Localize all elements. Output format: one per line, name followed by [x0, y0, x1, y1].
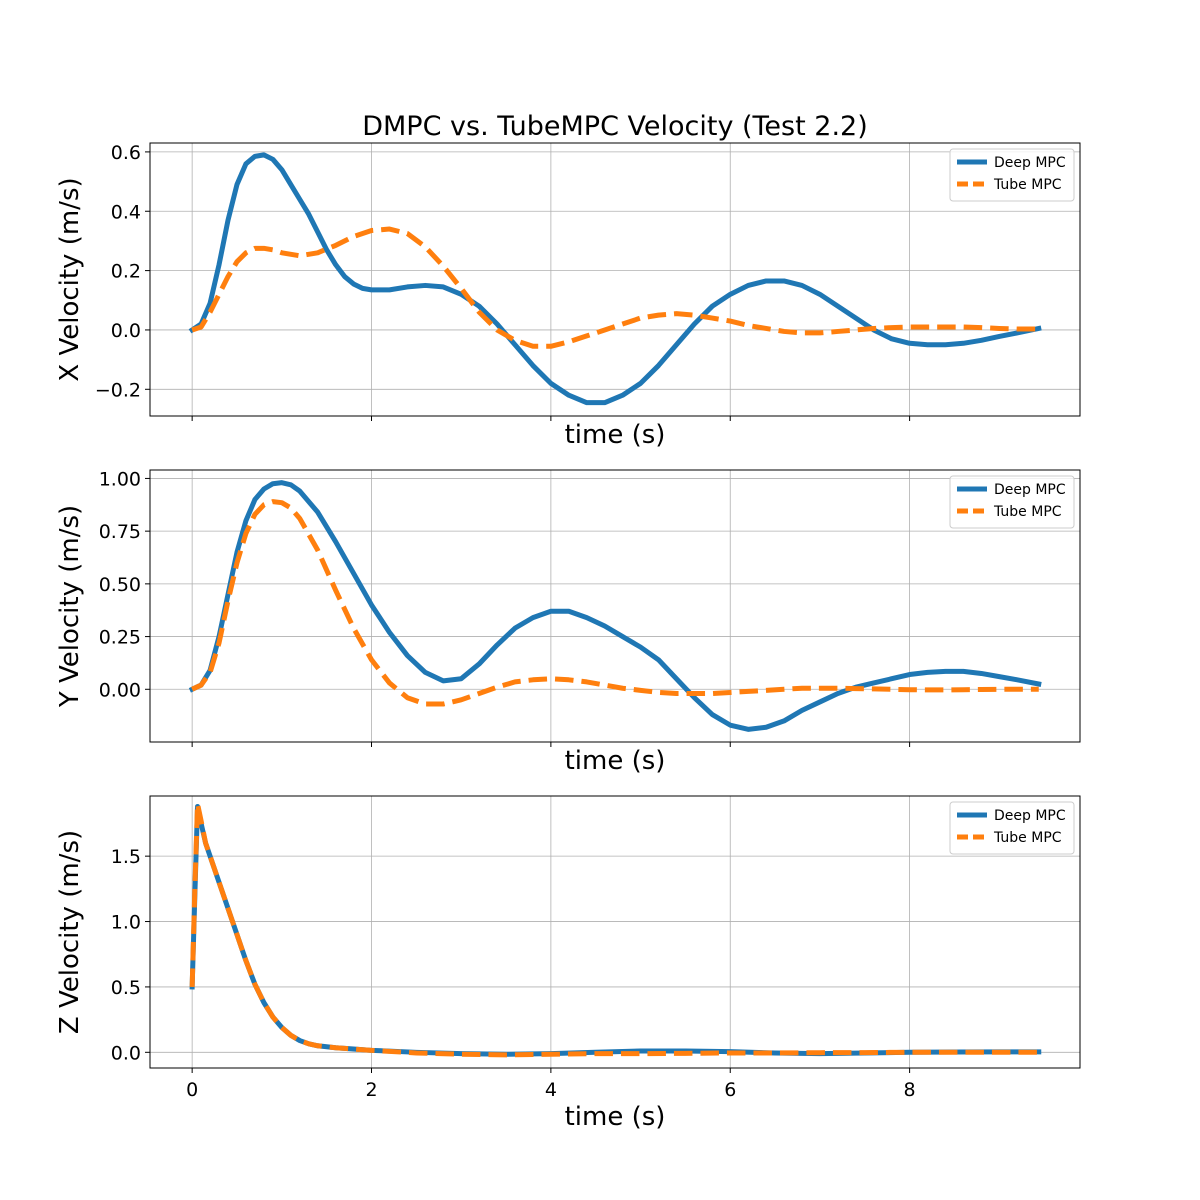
- x-axis-label: time (s): [565, 420, 666, 450]
- series-line-tube-mpc: [191, 499, 1039, 707]
- y-tick-label: 1.00: [99, 468, 141, 490]
- y-tick-label: 0.0: [111, 1042, 141, 1064]
- y-tick-label: 0.2: [111, 261, 141, 283]
- y-tick-label: 0.50: [99, 574, 141, 596]
- legend-label: Tube MPC: [993, 504, 1062, 520]
- y-tick-label: 1.5: [111, 846, 141, 868]
- legend-label: Deep MPC: [994, 482, 1066, 498]
- legend: Deep MPC Tube MPC: [949, 801, 1075, 855]
- legend-label: Tube MPC: [993, 177, 1062, 193]
- legend-label: Deep MPC: [994, 808, 1066, 824]
- y-tick-label: 0.75: [99, 521, 141, 543]
- chart-title: DMPC vs. TubeMPC Velocity (Test 2.2): [362, 111, 868, 142]
- y-axis-label: Z Velocity (m/s): [55, 830, 85, 1034]
- y-tick-label: 0.25: [99, 627, 141, 649]
- subplot-3: 0 2 4 6 8 0.0 0.5 1.0 1.5 time (s) Z Velocity (m/s…: [55, 795, 1081, 1132]
- y-tick-label: 0.5: [111, 977, 141, 999]
- legend-label: Tube MPC: [993, 830, 1062, 846]
- x-tick-label: 6: [724, 1079, 736, 1101]
- subplots: −0.2 0.0 0.2 0.4 0.6 time (s) X Velocity (m/s)…: [55, 142, 1081, 1132]
- subplot-1: −0.2 0.0 0.2 0.4 0.6 time (s) X Velocity (m/s)…: [55, 142, 1081, 450]
- y-axis-label: X Velocity (m/s): [55, 177, 85, 381]
- subplot-2: 0.00 0.25 0.50 0.75 1.00 time (s) Y Velocity (…: [55, 468, 1081, 776]
- x-tick-label: 8: [904, 1079, 916, 1101]
- axes-frame: [149, 469, 1081, 743]
- series-line-tube-mpc: [191, 226, 1039, 349]
- series-line-tube-mpc: [189, 801, 1039, 1058]
- y-tick-label: 0.00: [99, 679, 141, 701]
- legend: Deep MPC Tube MPC: [949, 475, 1075, 529]
- y-axis-label: Y Velocity (m/s): [55, 505, 85, 708]
- axes-frame: [149, 795, 1081, 1069]
- x-axis-label: time (s): [565, 1102, 666, 1132]
- legend-label: Deep MPC: [994, 155, 1066, 171]
- x-tick-label: 0: [186, 1079, 198, 1101]
- series-line-deep-mpc: [188, 480, 1042, 732]
- series-line-deep-mpc: [188, 152, 1042, 406]
- axes-frame: [149, 142, 1081, 417]
- x-axis-label: time (s): [565, 746, 666, 776]
- x-tick-label: 2: [365, 1079, 377, 1101]
- y-tick-label: 0.0: [111, 320, 141, 342]
- y-tick-label: 1.0: [111, 912, 141, 934]
- x-tick-label: 4: [545, 1079, 557, 1101]
- y-tick-label: 0.6: [111, 142, 141, 164]
- y-tick-label: 0.4: [111, 201, 141, 223]
- y-tick-label: −0.2: [95, 379, 141, 401]
- legend: Deep MPC Tube MPC: [949, 148, 1075, 202]
